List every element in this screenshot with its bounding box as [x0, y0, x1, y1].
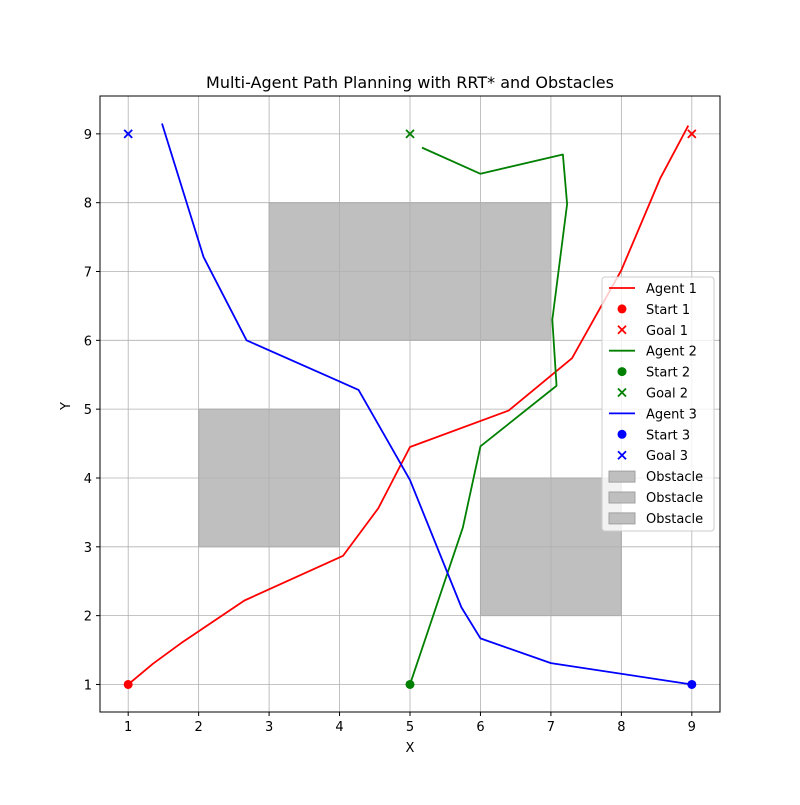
y-tick-label: 2: [84, 610, 92, 625]
legend-entry: Goal 1: [617, 324, 688, 339]
goal-marker-stroke: [405, 129, 415, 139]
x-tick-label: 8: [617, 720, 625, 735]
legend-label: Agent 1: [646, 282, 697, 297]
legend-entry: Goal 3: [617, 449, 688, 464]
legend-label: Obstacle: [646, 491, 703, 506]
y-axis-label: Y: [59, 402, 74, 411]
legend-goal-swatch: [617, 450, 627, 460]
plot-area: 1 2 3 4 5 6 7 8 9 1 2 3 4 5 6 7 8 9: [84, 95, 721, 735]
legend-entry: Agent 3: [609, 407, 697, 422]
legend-obstacle-swatch: [608, 512, 636, 525]
legend-label: Agent 2: [646, 345, 697, 360]
y-tick-label: 9: [84, 128, 92, 143]
legend-goal-swatch: [617, 387, 627, 398]
legend-label: Goal 3: [646, 449, 688, 464]
legend-label: Obstacle: [646, 470, 703, 485]
start-marker: [405, 679, 415, 689]
legend-label: Start 3: [646, 428, 690, 443]
legend-label: Goal 2: [646, 387, 688, 402]
legend-label: Obstacle: [646, 512, 703, 527]
goal-marker: [123, 129, 133, 139]
legend-label: Start 2: [646, 366, 690, 381]
legend-entry: Agent 2: [609, 345, 697, 360]
y-tick-label: 8: [84, 197, 92, 212]
x-axis-label: X: [406, 741, 415, 756]
legend-start-swatch: [617, 304, 627, 314]
chart-title: Multi-Agent Path Planning with RRT* and …: [206, 73, 614, 92]
y-tick-label: 1: [84, 678, 92, 693]
legend: Agent 1 Start 1 Goal 1 Agent 2 Start 2 Goal 2…: [601, 276, 715, 532]
legend-box: [601, 276, 715, 532]
legend-entry: Goal 2: [617, 387, 688, 402]
x-tick-label: 3: [265, 720, 273, 735]
legend-entry: Obstacle: [608, 491, 703, 506]
start-marker: [123, 679, 133, 689]
legend-entry: Start 3: [617, 428, 690, 443]
x-tick-label: 7: [547, 720, 555, 735]
x-tick-label: 9: [688, 720, 696, 735]
x-tick-label: 1: [124, 720, 132, 735]
x-tick-label: 6: [476, 720, 484, 735]
legend-start-swatch: [617, 367, 627, 377]
x-tick-label: 5: [406, 720, 414, 735]
x-tick-label: 4: [335, 720, 343, 735]
y-tick-label: 6: [84, 334, 92, 349]
legend-obstacle-swatch: [608, 491, 636, 504]
legend-label: Agent 3: [646, 407, 697, 422]
legend-label: Start 1: [646, 303, 690, 318]
legend-goal-swatch: [617, 325, 627, 335]
goal-marker: [687, 129, 697, 139]
legend-entry: Agent 1: [609, 282, 697, 297]
agent-path-line: [127, 125, 690, 686]
legend-entry: Start 1: [617, 303, 690, 318]
legend-obstacle-swatch: [608, 470, 636, 483]
agent-path-line: [161, 123, 692, 686]
goal-marker-stroke: [123, 129, 133, 139]
y-tick-label: 5: [84, 403, 92, 418]
legend-start-swatch: [617, 429, 627, 439]
legend-entry: Start 2: [617, 366, 690, 381]
agent-path-line: [409, 146, 569, 685]
goal-marker: [405, 129, 415, 139]
start-marker: [687, 679, 697, 689]
goal-marker-stroke: [687, 129, 697, 139]
x-tick-label: 2: [194, 720, 202, 735]
y-tick-label: 4: [84, 472, 92, 487]
legend-label: Goal 1: [646, 324, 688, 339]
y-tick-label: 7: [84, 266, 92, 281]
legend-entry: Obstacle: [608, 512, 703, 527]
y-tick-label: 3: [84, 541, 92, 556]
legend-entry: Obstacle: [608, 470, 703, 485]
